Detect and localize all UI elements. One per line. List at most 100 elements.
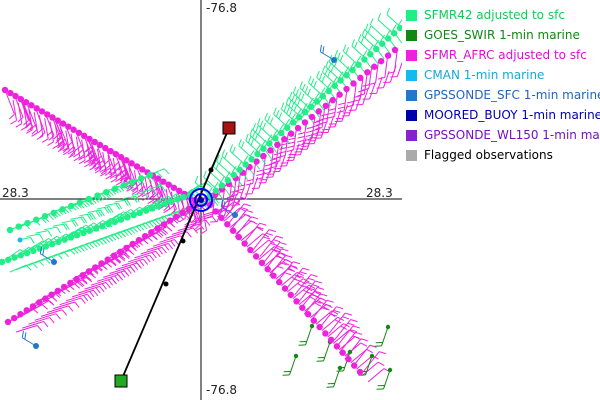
- barb-feather: [223, 201, 226, 209]
- barb-feather: [88, 162, 96, 167]
- observation-point: [343, 85, 350, 93]
- barb-feather: [254, 133, 259, 141]
- legend-item[interactable]: GPSSONDE_WL150 1-min marine: [406, 127, 600, 143]
- wind-observation-map[interactable]: [0, 0, 402, 400]
- barb-feather: [339, 54, 344, 62]
- observation-point: [74, 232, 81, 239]
- barb-feather: [95, 210, 101, 218]
- barb-feather: [345, 46, 349, 54]
- barb-staff: [159, 235, 181, 243]
- observation-point: [70, 126, 77, 133]
- legend-item[interactable]: SFMR42 adjusted to sfc: [406, 7, 565, 23]
- legend-item[interactable]: MOORED_BUOY 1-min marine: [406, 107, 600, 123]
- observation-point: [129, 178, 136, 186]
- observation-point: [60, 283, 68, 291]
- barb-feather: [194, 223, 201, 230]
- barb-feather: [328, 62, 332, 70]
- barb-staff: [49, 121, 54, 142]
- barb-staff: [293, 128, 297, 150]
- observation-point: [50, 209, 57, 217]
- barb-staff: [359, 77, 364, 100]
- observation-point: [322, 102, 329, 109]
- observation-point: [161, 200, 169, 208]
- observation-point: [293, 298, 300, 305]
- barb-feather: [86, 293, 93, 300]
- barb-feather: [132, 263, 139, 270]
- barb-feather: [62, 223, 68, 231]
- barb-feather: [285, 97, 290, 104]
- barb-feather: [238, 139, 242, 146]
- observation-point: [149, 205, 156, 212]
- observation-point: [139, 166, 146, 173]
- barb-feather: [84, 162, 91, 168]
- barb-feather: [268, 166, 276, 169]
- barb-feather: [124, 199, 129, 207]
- barb-feather: [83, 295, 89, 302]
- barb-staff: [23, 106, 28, 127]
- barb-feather: [61, 309, 68, 316]
- barb-staff: [243, 222, 261, 244]
- barb-feather: [279, 123, 285, 131]
- barb-staff: [40, 309, 63, 317]
- barb-feather: [275, 255, 283, 259]
- barb-feather: [99, 168, 106, 173]
- observation-point: [86, 227, 93, 234]
- barb-feather: [296, 99, 301, 106]
- barb-feather: [78, 156, 85, 161]
- observation-point: [75, 129, 83, 136]
- barb-feather: [246, 209, 254, 213]
- barb-feather: [273, 239, 281, 243]
- barb-feather: [243, 203, 251, 207]
- barb-feather: [273, 107, 277, 115]
- observation-point: [105, 220, 112, 228]
- barb-feather: [328, 108, 336, 111]
- observation-point: [264, 266, 271, 273]
- barb-feather: [321, 307, 329, 311]
- barb-feather: [221, 149, 226, 157]
- barb-feather: [302, 285, 310, 289]
- barb-feather: [101, 238, 108, 244]
- barb-feather: [321, 65, 326, 73]
- barb-feather: [256, 173, 264, 177]
- legend-item[interactable]: GOES_SWIR 1-min marine: [406, 27, 580, 43]
- observation-point: [17, 95, 25, 103]
- barb-feather: [43, 321, 49, 328]
- barb-feather: [354, 41, 358, 49]
- barb-feather: [311, 132, 319, 136]
- barb-feather: [136, 181, 143, 187]
- barb-feather: [304, 281, 312, 285]
- legend-swatch: [406, 49, 417, 61]
- barb-feather: [367, 25, 372, 33]
- barb-feather: [21, 330, 24, 338]
- barb-feather: [91, 198, 97, 204]
- barb-feather: [87, 149, 93, 156]
- barb-feather: [41, 217, 47, 224]
- barb-feather: [325, 60, 329, 68]
- barb-feather: [94, 165, 101, 172]
- legend-item[interactable]: GPSSONDE_SFC 1-min marine: [406, 87, 600, 103]
- barb-feather: [84, 200, 90, 207]
- legend-item[interactable]: SFMR_AFRC adjusted to sfc: [406, 47, 587, 63]
- storm-center-outer-ring: [189, 188, 213, 212]
- barb-feather: [315, 92, 320, 99]
- barb-feather: [294, 96, 298, 104]
- barb-feather: [65, 223, 70, 230]
- barb-feather: [156, 195, 162, 201]
- observation-point: [343, 72, 350, 79]
- observation-point: [54, 287, 62, 294]
- observation-point: [111, 218, 119, 225]
- barb-feather: [286, 107, 290, 115]
- observation-point: [229, 227, 237, 234]
- legend-item[interactable]: Flagged observations: [406, 147, 553, 163]
- barb-staff: [362, 351, 380, 373]
- barb-feather: [74, 283, 81, 289]
- track-start-marker: [114, 374, 128, 388]
- barb-feather: [174, 239, 180, 246]
- barb-feather: [89, 291, 95, 298]
- barb-feather: [317, 299, 324, 305]
- legend-item[interactable]: CMAN 1-min marine: [406, 67, 544, 83]
- barb-feather: [350, 60, 356, 68]
- barb-feather: [73, 219, 79, 227]
- observation-point: [391, 46, 399, 54]
- barb-feather: [309, 97, 314, 105]
